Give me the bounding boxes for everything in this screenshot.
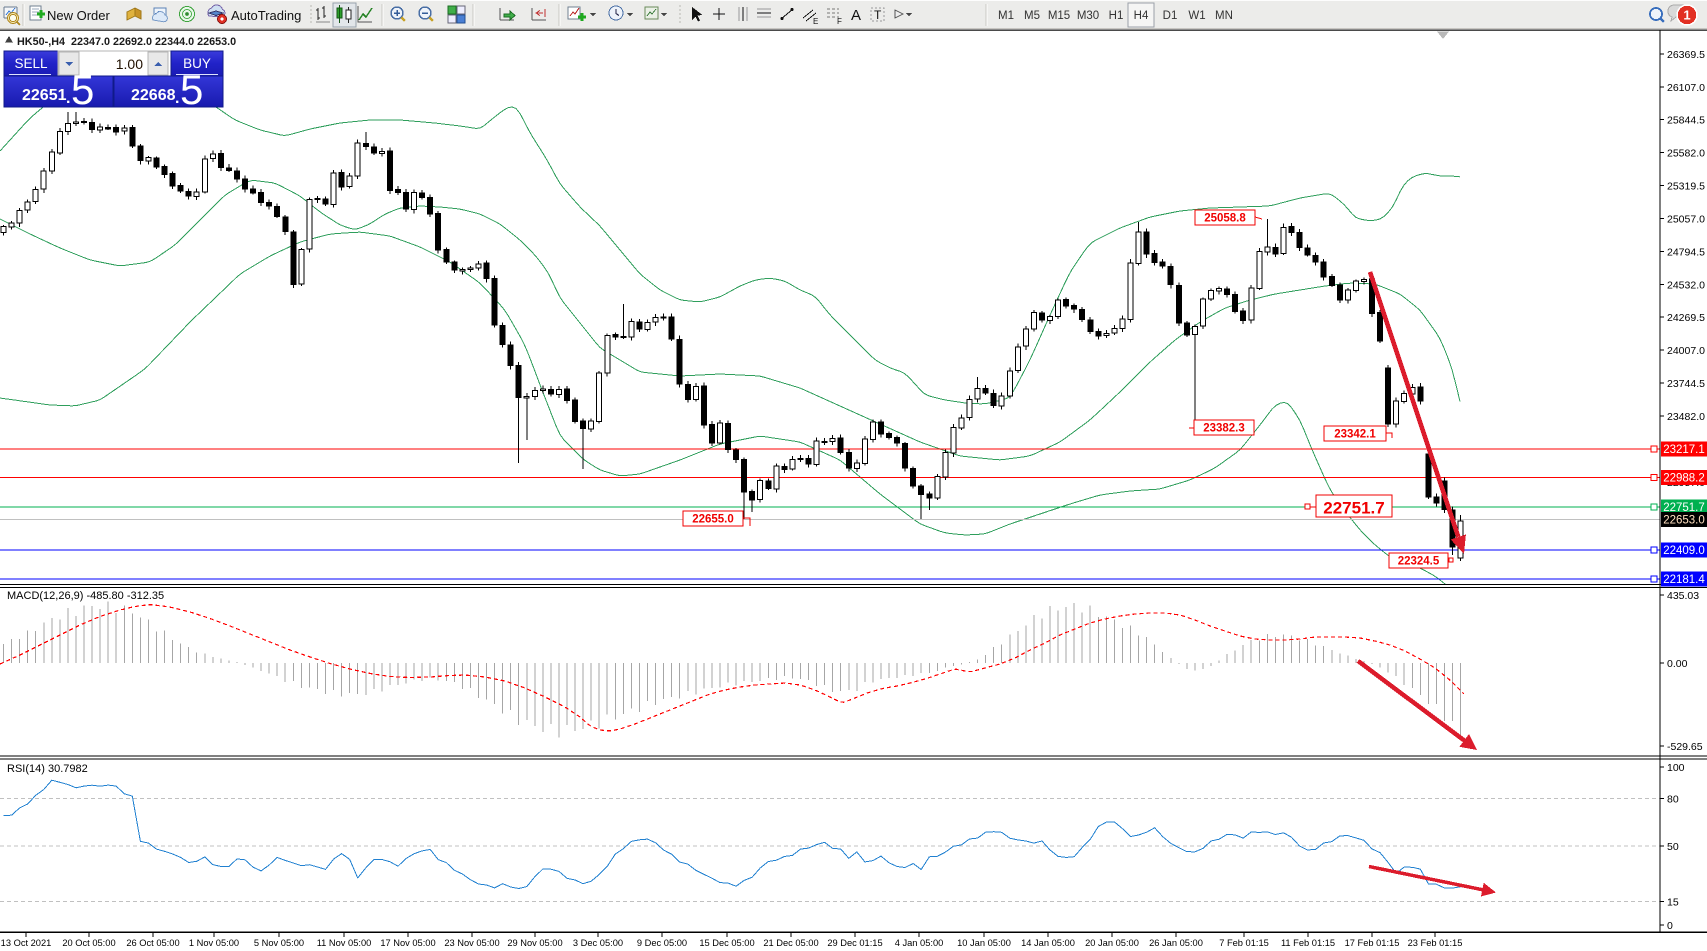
svg-text:1 Nov 05:00: 1 Nov 05:00 — [189, 938, 239, 948]
svg-text:22324.5: 22324.5 — [1398, 556, 1440, 568]
svg-text:15: 15 — [1667, 896, 1679, 908]
svg-text:25057.0: 25057.0 — [1667, 214, 1705, 226]
svg-text:11 Nov 05:00: 11 Nov 05:00 — [317, 938, 372, 948]
svg-text:26 Jan 05:00: 26 Jan 05:00 — [1149, 938, 1203, 948]
svg-text:D1: D1 — [1163, 10, 1178, 22]
svg-text:23482.0: 23482.0 — [1667, 411, 1705, 423]
svg-text:0.00: 0.00 — [1667, 658, 1688, 670]
svg-text:24532.0: 24532.0 — [1667, 279, 1705, 291]
svg-text:7 Feb 01:15: 7 Feb 01:15 — [1219, 938, 1269, 948]
svg-text:26 Oct 05:00: 26 Oct 05:00 — [126, 938, 179, 948]
svg-text:22655.0: 22655.0 — [692, 514, 734, 526]
svg-text:22668: 22668 — [131, 87, 176, 104]
svg-text:100: 100 — [1667, 762, 1685, 774]
svg-text:H4: H4 — [1134, 10, 1149, 22]
svg-text:20 Jan 05:00: 20 Jan 05:00 — [1085, 938, 1139, 948]
svg-text:MACD(12,26,9) -485.80 -312.35: MACD(12,26,9) -485.80 -312.35 — [7, 590, 164, 602]
svg-text:21 Dec 05:00: 21 Dec 05:00 — [763, 938, 818, 948]
svg-text:BUY: BUY — [183, 56, 211, 71]
svg-text:M15: M15 — [1048, 10, 1070, 22]
svg-text:435.03: 435.03 — [1667, 590, 1699, 602]
svg-text:1.00: 1.00 — [116, 56, 143, 72]
svg-text:25844.5: 25844.5 — [1667, 115, 1705, 127]
svg-text:-529.65: -529.65 — [1667, 741, 1703, 753]
svg-text:.: . — [66, 90, 70, 107]
svg-text:25319.5: 25319.5 — [1667, 181, 1705, 193]
svg-text:1: 1 — [1683, 8, 1690, 23]
svg-text:17 Nov 05:00: 17 Nov 05:00 — [380, 938, 435, 948]
svg-text:0: 0 — [1667, 920, 1673, 932]
svg-text:5: 5 — [71, 66, 94, 113]
svg-text:23 Feb 01:15: 23 Feb 01:15 — [1408, 938, 1463, 948]
svg-text:AutoTrading: AutoTrading — [231, 8, 301, 23]
svg-text:.: . — [175, 90, 179, 107]
svg-text:23 Nov 05:00: 23 Nov 05:00 — [444, 938, 499, 948]
svg-text:20 Oct 05:00: 20 Oct 05:00 — [62, 938, 115, 948]
svg-text:22751.7: 22751.7 — [1323, 499, 1384, 518]
svg-text:26107.0: 26107.0 — [1667, 82, 1705, 94]
svg-text:SELL: SELL — [14, 56, 48, 71]
svg-text:M5: M5 — [1024, 10, 1040, 22]
svg-text:22653.0: 22653.0 — [1663, 515, 1705, 527]
svg-text:22409.0: 22409.0 — [1663, 545, 1705, 557]
svg-text:80: 80 — [1667, 793, 1679, 805]
svg-text:11 Feb 01:15: 11 Feb 01:15 — [1281, 938, 1335, 948]
svg-text:T: T — [874, 8, 882, 22]
svg-text:25058.8: 25058.8 — [1204, 213, 1246, 225]
svg-text:22988.2: 22988.2 — [1663, 473, 1705, 485]
svg-text:HK50-,H4 22347.0 22692.0 2234: HK50-,H4 22347.0 22692.0 22344.0 22653.0 — [17, 36, 236, 48]
svg-text:24794.5: 24794.5 — [1667, 246, 1705, 258]
svg-text:4 Jan 05:00: 4 Jan 05:00 — [895, 938, 944, 948]
svg-text:26369.5: 26369.5 — [1667, 49, 1705, 61]
svg-text:15 Dec 05:00: 15 Dec 05:00 — [699, 938, 754, 948]
svg-text:F: F — [837, 17, 842, 26]
svg-text:23342.1: 23342.1 — [1334, 429, 1376, 441]
svg-text:13 Oct 2021: 13 Oct 2021 — [1, 938, 52, 948]
svg-text:W1: W1 — [1188, 10, 1205, 22]
svg-text:M1: M1 — [998, 10, 1014, 22]
svg-text:E: E — [813, 17, 818, 26]
svg-text:23382.3: 23382.3 — [1203, 423, 1245, 435]
svg-text:25582.0: 25582.0 — [1667, 148, 1705, 160]
svg-text:22651: 22651 — [22, 87, 67, 104]
svg-text:9 Dec 05:00: 9 Dec 05:00 — [637, 938, 687, 948]
svg-text:50: 50 — [1667, 841, 1679, 853]
svg-text:23744.5: 23744.5 — [1667, 378, 1705, 390]
svg-text:5 Nov 05:00: 5 Nov 05:00 — [254, 938, 304, 948]
svg-text:23217.1: 23217.1 — [1663, 444, 1705, 456]
svg-text:29 Nov 05:00: 29 Nov 05:00 — [507, 938, 562, 948]
svg-text:10 Jan 05:00: 10 Jan 05:00 — [957, 938, 1011, 948]
svg-text:MN: MN — [1215, 10, 1233, 22]
svg-text:17 Feb 01:15: 17 Feb 01:15 — [1345, 938, 1400, 948]
svg-text:A: A — [851, 7, 861, 24]
svg-text:14 Jan 05:00: 14 Jan 05:00 — [1021, 938, 1075, 948]
svg-text:3 Dec 05:00: 3 Dec 05:00 — [573, 938, 623, 948]
svg-text:5: 5 — [180, 66, 203, 113]
svg-text:24007.0: 24007.0 — [1667, 345, 1705, 357]
svg-text:22751.7: 22751.7 — [1663, 502, 1705, 514]
svg-text:29 Dec 01:15: 29 Dec 01:15 — [827, 938, 882, 948]
svg-text:M30: M30 — [1077, 10, 1099, 22]
svg-text:24269.5: 24269.5 — [1667, 312, 1705, 324]
svg-text:New Order: New Order — [47, 8, 111, 23]
svg-text:22181.4: 22181.4 — [1663, 574, 1705, 586]
svg-text:RSI(14) 30.7982: RSI(14) 30.7982 — [7, 763, 88, 775]
svg-text:H1: H1 — [1109, 10, 1124, 22]
